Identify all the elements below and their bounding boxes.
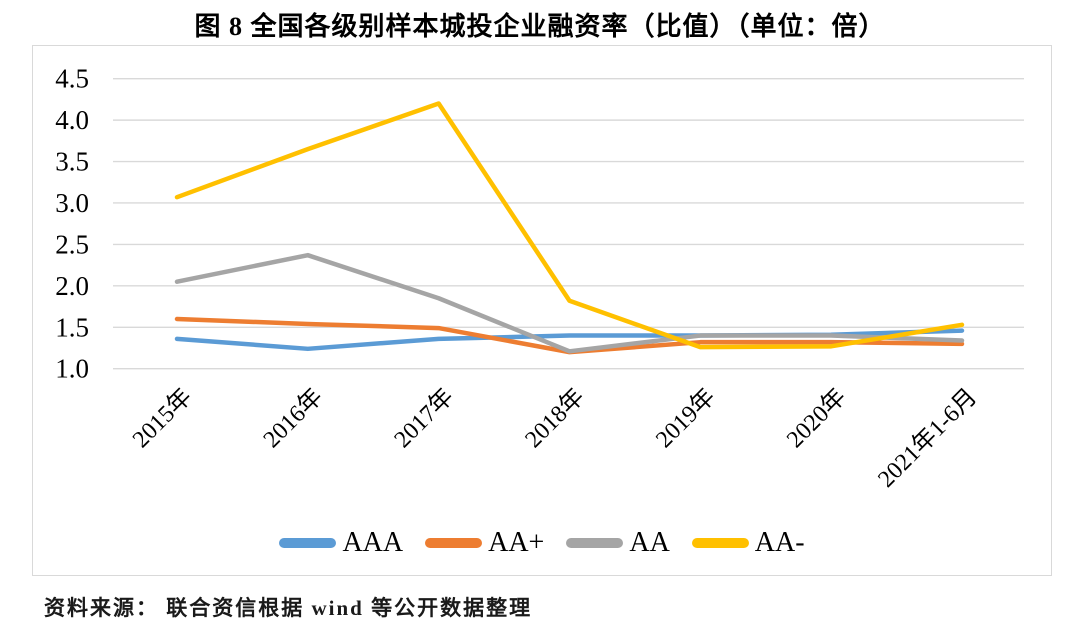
y-axis-tick-label: 4.5 bbox=[55, 64, 89, 94]
y-axis-tick-label: 2.0 bbox=[55, 271, 89, 301]
legend-item-AAA: AAA bbox=[279, 527, 403, 559]
y-axis-tick-label: 1.0 bbox=[55, 354, 89, 384]
x-axis-tick-label: 2019年 bbox=[651, 383, 721, 453]
legend-item-AA+: AA+ bbox=[425, 527, 544, 559]
series-line-AA bbox=[174, 252, 965, 354]
y-axis-tick-label: 1.5 bbox=[55, 312, 89, 342]
x-axis-tick-label: 2021年1-6月 bbox=[873, 383, 983, 493]
y-axis-tick-label: 2.5 bbox=[55, 229, 89, 259]
legend-swatch bbox=[279, 538, 337, 548]
legend-swatch bbox=[566, 538, 624, 548]
x-axis-tick-label: 2016年 bbox=[258, 383, 328, 453]
line-chart: 4.5 4.0 3.5 3.0 2.5 2.0 1.5 1.0 2015年 2016年 2017年 2… bbox=[55, 64, 1024, 493]
x-axis-tick-label: 2015年 bbox=[127, 383, 197, 453]
page-title: 图 8 全国各级别样本城投企业融资率（比值）（单位：倍） bbox=[194, 12, 886, 41]
legend-label: AA+ bbox=[488, 527, 545, 558]
x-axis-tick-label: 2017年 bbox=[389, 383, 459, 453]
legend-label: AA- bbox=[754, 527, 805, 558]
chart-area: 4.5 4.0 3.5 3.0 2.5 2.0 1.5 1.0 2015年 2016年 2017年 2… bbox=[32, 45, 1052, 576]
legend-item-AA: AA bbox=[566, 527, 670, 559]
legend-swatch bbox=[691, 538, 749, 548]
y-axis-tick-label: 3.0 bbox=[55, 188, 89, 218]
legend-label: AA bbox=[629, 527, 670, 558]
x-axis-tick-label: 2018年 bbox=[520, 383, 590, 453]
legend-item-AA-: AA- bbox=[691, 527, 805, 559]
legend-label: AAA bbox=[342, 527, 404, 558]
y-axis-tick-label: 3.5 bbox=[55, 147, 89, 177]
source-note: 资料来源： 联合资信根据 wind 等公开数据整理 bbox=[44, 596, 533, 620]
y-axis-tick-label: 4.0 bbox=[55, 105, 89, 135]
legend: AAA AA+ AA AA- bbox=[33, 527, 1051, 559]
series-line-AA- bbox=[174, 101, 965, 350]
legend-swatch bbox=[425, 538, 483, 548]
x-axis-tick-label: 2020年 bbox=[781, 383, 851, 453]
